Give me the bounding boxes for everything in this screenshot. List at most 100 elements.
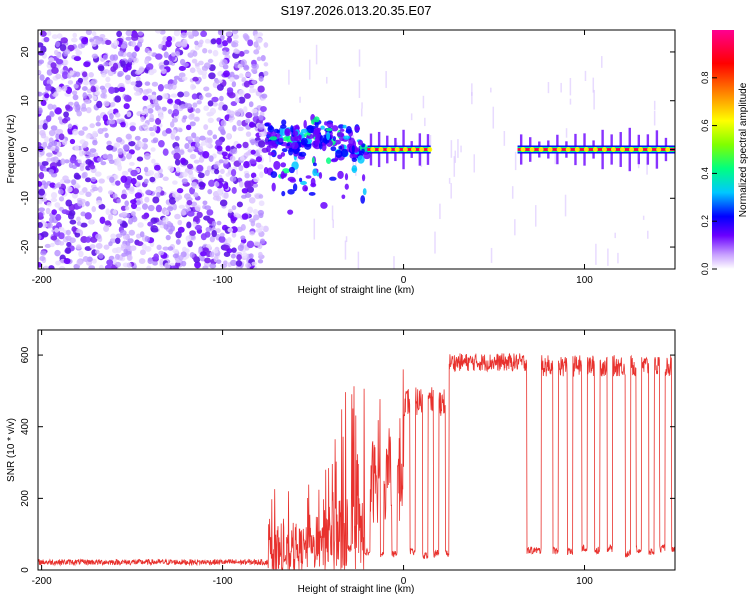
noise-blob <box>77 77 84 84</box>
noise-blob <box>151 158 156 164</box>
noise-blob <box>74 101 80 108</box>
noise-blob <box>263 42 269 48</box>
transition-blob <box>318 172 323 179</box>
noise-blob <box>230 259 237 267</box>
noise-blob <box>216 37 222 45</box>
carrier-node <box>419 147 425 152</box>
noise-blob <box>237 126 244 132</box>
noise-streak <box>357 251 360 269</box>
noise-blob <box>204 169 210 177</box>
noise-blob <box>98 252 104 259</box>
noise-blob <box>80 211 86 217</box>
transition-blob <box>348 137 355 146</box>
noise-blob <box>129 161 135 166</box>
noise-blob <box>196 164 204 172</box>
noise-blob <box>82 255 89 262</box>
noise-blob <box>231 232 237 238</box>
noise-blob <box>69 210 76 217</box>
noise-blob <box>44 93 50 99</box>
noise-blob <box>152 98 159 105</box>
noise-blob <box>243 64 249 70</box>
noise-blob <box>116 161 122 168</box>
noise-blob <box>246 240 255 249</box>
noise-blob <box>258 131 265 137</box>
noise-blob <box>38 207 46 212</box>
noise-blob <box>176 188 184 194</box>
noise-streak <box>299 96 301 103</box>
noise-blob <box>194 204 201 212</box>
noise-blob <box>106 144 114 151</box>
carrier-node <box>647 147 653 152</box>
noise-blob <box>207 189 213 195</box>
noise-blob <box>160 68 167 74</box>
noise-blob <box>247 206 254 214</box>
noise-blob <box>244 173 250 179</box>
noise-blob <box>231 81 237 88</box>
transition-blob <box>312 127 321 136</box>
noise-blob <box>166 221 172 226</box>
noise-blob <box>204 205 212 211</box>
noise-blob <box>105 76 111 83</box>
noise-blob <box>171 117 179 123</box>
noise-blob <box>185 235 192 242</box>
noise-blob <box>161 40 166 46</box>
noise-blob <box>38 188 46 196</box>
noise-blob <box>245 131 252 137</box>
noise-streak <box>592 77 595 93</box>
spectrogram-xlabel: Height of straight line (km) <box>298 285 415 296</box>
spectrogram-ytick-label: -10 <box>20 191 31 206</box>
noise-streak <box>420 150 423 167</box>
transition-blob <box>287 188 295 195</box>
noise-blob <box>71 179 77 186</box>
noise-blob <box>205 142 211 148</box>
noise-streak <box>569 98 572 105</box>
noise-streak <box>308 59 311 80</box>
noise-blob <box>162 216 169 223</box>
noise-blob <box>44 243 52 248</box>
noise-blob <box>142 122 149 129</box>
noise-blob <box>187 210 195 217</box>
noise-blob <box>243 106 248 113</box>
noise-blob <box>95 242 103 250</box>
noise-blob <box>172 79 178 86</box>
noise-blob <box>173 103 178 110</box>
transition-blob <box>330 159 338 163</box>
noise-blob <box>168 197 177 205</box>
transition-blob <box>320 125 325 130</box>
noise-streak <box>617 252 619 264</box>
noise-blob <box>193 216 200 223</box>
noise-blob <box>46 201 52 207</box>
noise-blob <box>145 88 153 94</box>
noise-blob <box>156 191 161 198</box>
noise-streak <box>514 151 517 171</box>
carrier-node <box>592 147 598 152</box>
spectrogram-ytick-label: 20 <box>20 46 31 58</box>
noise-blob <box>162 176 169 182</box>
noise-blob <box>134 135 141 141</box>
snr-xtick-label: -100 <box>213 576 233 587</box>
noise-blob <box>108 159 115 165</box>
transition-blob <box>290 134 297 142</box>
noise-blob <box>180 157 187 164</box>
noise-blob <box>171 129 177 136</box>
noise-streak <box>345 236 348 243</box>
noise-streak <box>653 110 656 126</box>
noise-blob <box>211 229 217 238</box>
noise-blob <box>257 37 263 44</box>
noise-blob <box>144 58 150 65</box>
noise-blob <box>137 31 144 36</box>
noise-blob <box>91 40 97 47</box>
carrier-node <box>665 147 671 152</box>
noise-blob <box>225 145 231 152</box>
noise-blob <box>256 56 262 62</box>
noise-blob <box>47 103 54 110</box>
noise-blob <box>123 94 131 102</box>
noise-blob <box>56 33 63 39</box>
transition-blob <box>308 191 316 196</box>
noise-blob <box>240 59 247 67</box>
spectrogram-ytick-label: -20 <box>20 239 31 254</box>
noise-blob <box>244 118 251 124</box>
noise-blob <box>181 260 187 267</box>
carrier-node <box>402 147 408 152</box>
noise-streak <box>471 92 473 105</box>
